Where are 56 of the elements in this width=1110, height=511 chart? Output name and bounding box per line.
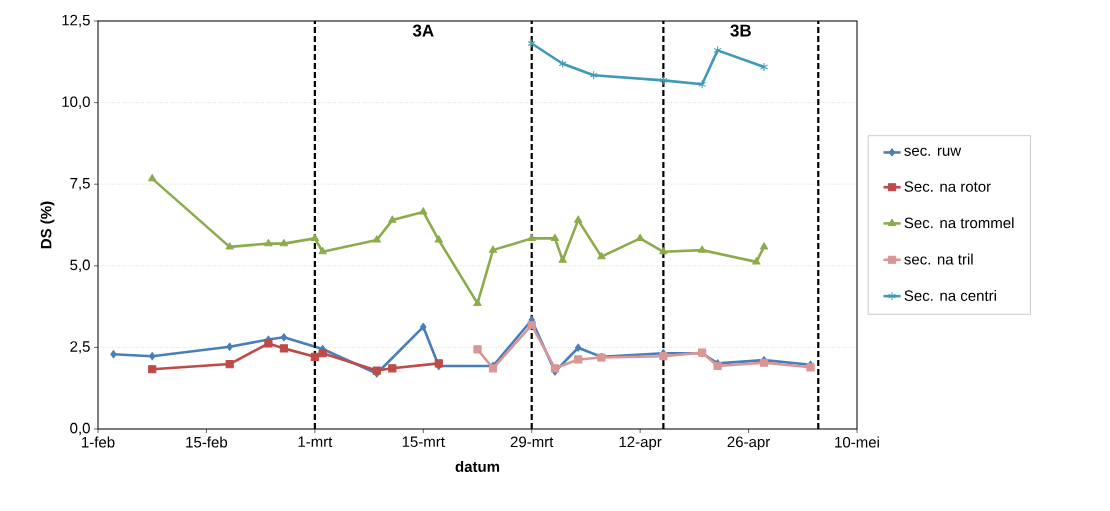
- x-tick-label: 15-mrt: [402, 436, 445, 447]
- y-tick-label: 5,0: [70, 259, 90, 272]
- x-tick-label: 29-mrt: [510, 436, 554, 448]
- point: [659, 247, 668, 255]
- point: [527, 39, 536, 49]
- x-tick-label: 1-mrt: [298, 436, 333, 447]
- y-tick-label: 12,5: [62, 14, 90, 28]
- y-axis-title: DS (%): [40, 201, 55, 249]
- point: [473, 345, 482, 354]
- x-axis-title: datum: [455, 460, 500, 472]
- point: [574, 215, 583, 223]
- point: [372, 235, 381, 243]
- point: [636, 233, 645, 241]
- point: [527, 321, 536, 330]
- point: [752, 257, 761, 265]
- legend-label: Sec. na trommel: [904, 217, 1014, 229]
- legend-label: sec. na tril: [904, 253, 973, 265]
- point: [473, 298, 482, 306]
- point: [310, 352, 319, 361]
- y-tick-label: 10,0: [62, 96, 90, 109]
- annotation: 3B: [730, 24, 751, 37]
- x-tick-label: 10-mei: [835, 436, 879, 448]
- point: [318, 247, 327, 255]
- y-tick-label: 7,5: [70, 178, 90, 191]
- point: [574, 355, 583, 364]
- x-tick-label: 26-apr: [727, 436, 770, 451]
- point: [388, 364, 397, 373]
- point: [558, 59, 567, 69]
- point: [527, 233, 536, 241]
- point: [597, 251, 606, 260]
- x-tick-label: 12-apr: [619, 436, 662, 451]
- point: [574, 343, 582, 352]
- annotation: 3A: [412, 24, 434, 37]
- legend-label: Sec. na rotor: [904, 181, 991, 192]
- point: [558, 255, 567, 263]
- x-tick-label: 1-feb: [82, 436, 115, 448]
- point: [760, 62, 769, 72]
- y-tick-label: 0,0: [70, 422, 90, 436]
- legend-label: Sec. na centri: [904, 289, 996, 301]
- point: [759, 242, 769, 250]
- point: [697, 245, 707, 253]
- point: [550, 233, 560, 241]
- point: [659, 75, 668, 85]
- point: [388, 215, 397, 223]
- point: [488, 245, 498, 253]
- point: [419, 207, 428, 215]
- y-tick-label: 2,5: [70, 341, 90, 354]
- point: [434, 235, 443, 243]
- point: [310, 233, 319, 241]
- point: [318, 349, 327, 358]
- point: [713, 45, 722, 55]
- legend-label: sec. ruw: [904, 147, 962, 156]
- point: [698, 79, 707, 89]
- x-tick-label: 15-feb: [186, 436, 228, 448]
- point: [589, 70, 598, 80]
- point: [420, 322, 427, 331]
